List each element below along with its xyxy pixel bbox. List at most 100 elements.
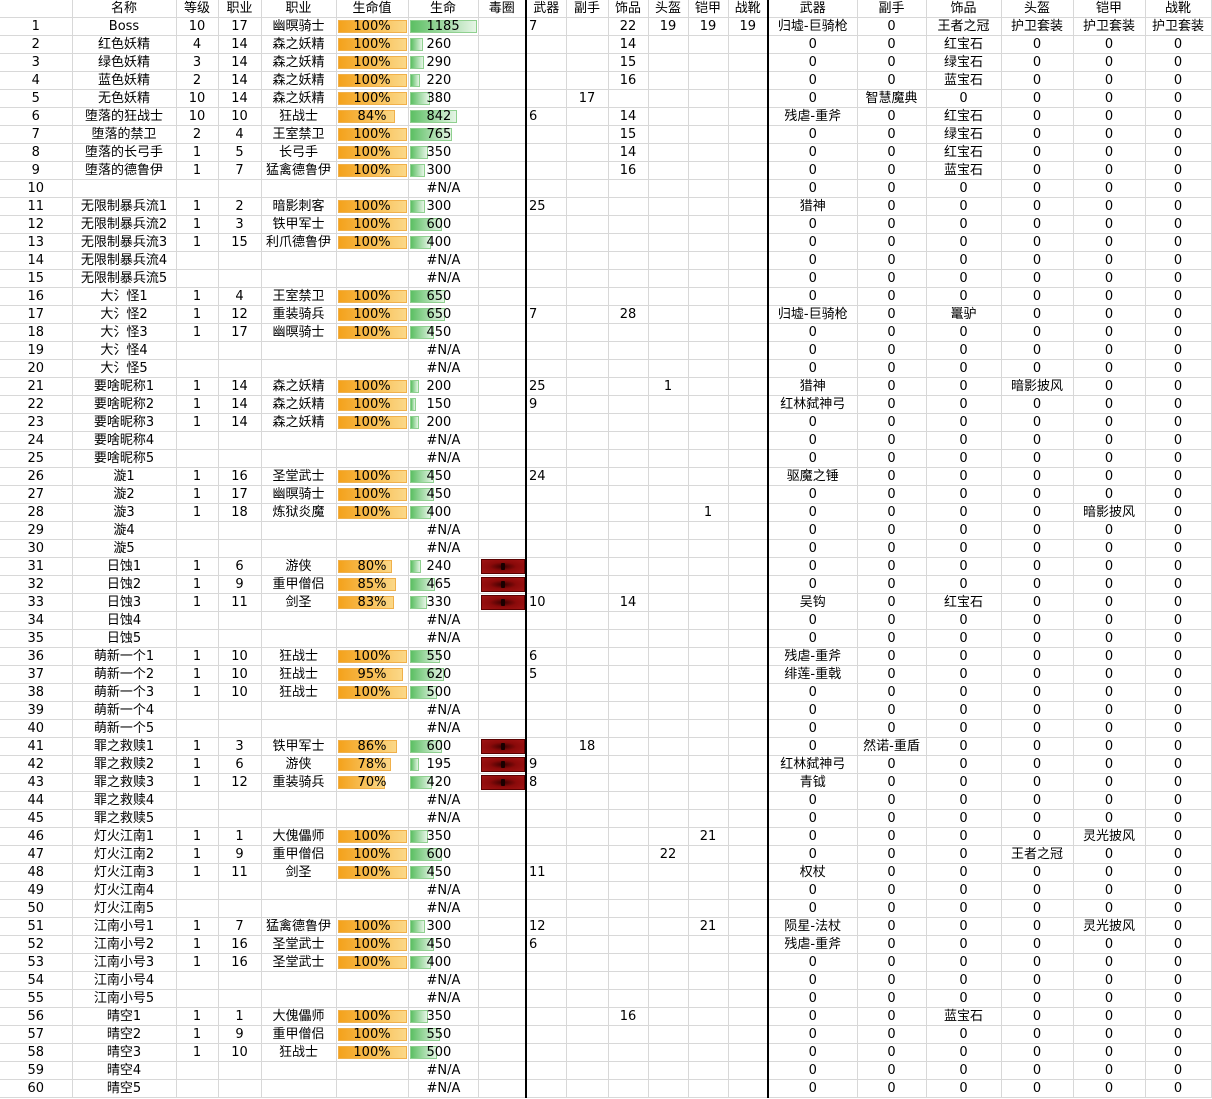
hp-percent-cell[interactable]: 100%: [336, 917, 409, 936]
weapon-id-cell[interactable]: [526, 809, 567, 828]
helmet-cell[interactable]: 0: [1001, 611, 1074, 630]
offhand-id-cell[interactable]: [566, 215, 609, 234]
poison-cell[interactable]: [478, 845, 527, 864]
helmet-cell[interactable]: 0: [1001, 701, 1074, 720]
poison-cell[interactable]: [478, 53, 527, 72]
accessory-cell[interactable]: 0: [926, 1061, 1002, 1080]
accessory-cell[interactable]: 0: [926, 341, 1002, 360]
boots-id-cell[interactable]: [728, 467, 769, 486]
row-number[interactable]: 2: [0, 35, 73, 54]
hp-percent-cell[interactable]: 100%: [336, 827, 409, 846]
helmet-id-cell[interactable]: 22: [648, 845, 689, 864]
helmet-id-cell[interactable]: [648, 863, 689, 882]
poison-cell[interactable]: [478, 35, 527, 54]
hp-percent-cell[interactable]: 100%: [336, 35, 409, 54]
boots-id-cell[interactable]: 19: [728, 17, 769, 36]
accessory-id-cell[interactable]: [608, 935, 649, 954]
helmet-id-cell[interactable]: [648, 1043, 689, 1062]
weapon-id-cell[interactable]: [526, 179, 567, 198]
class-cell[interactable]: 圣堂武士: [261, 953, 337, 972]
weapon-cell[interactable]: 驱魔之锤: [768, 467, 858, 486]
hp-cell[interactable]: #N/A: [408, 359, 479, 378]
armor-id-cell[interactable]: [688, 1079, 729, 1098]
boots-cell[interactable]: 0: [1145, 611, 1212, 630]
helmet-cell[interactable]: 0: [1001, 1061, 1074, 1080]
offhand-id-cell[interactable]: [566, 557, 609, 576]
class-cell[interactable]: 游侠: [261, 755, 337, 774]
offhand-cell[interactable]: 0: [857, 845, 927, 864]
row-number[interactable]: 32: [0, 575, 73, 594]
name-cell[interactable]: 要啥昵称4: [72, 431, 177, 450]
armor-id-cell[interactable]: [688, 953, 729, 972]
boots-cell[interactable]: 0: [1145, 89, 1212, 108]
boots-cell[interactable]: 0: [1145, 539, 1212, 558]
offhand-cell[interactable]: 0: [857, 809, 927, 828]
helmet-cell[interactable]: 0: [1001, 251, 1074, 270]
name-cell[interactable]: 日蚀5: [72, 629, 177, 648]
offhand-cell[interactable]: 0: [857, 1025, 927, 1044]
row-number[interactable]: 60: [0, 1079, 73, 1098]
helmet-id-cell[interactable]: [648, 773, 689, 792]
helmet-cell[interactable]: 0: [1001, 341, 1074, 360]
poison-cell[interactable]: [478, 269, 527, 288]
accessory-cell[interactable]: 0: [926, 665, 1002, 684]
hp-percent-cell[interactable]: 100%: [336, 467, 409, 486]
name-cell[interactable]: 漩4: [72, 521, 177, 540]
hp-cell[interactable]: #N/A: [408, 791, 479, 810]
name-cell[interactable]: 萌新一个4: [72, 701, 177, 720]
hp-percent-cell[interactable]: [336, 1079, 409, 1098]
class-id-cell[interactable]: 2: [218, 197, 262, 216]
helmet-id-cell[interactable]: [648, 53, 689, 72]
row-number[interactable]: 16: [0, 287, 73, 306]
armor-id-cell[interactable]: [688, 287, 729, 306]
armor-id-cell[interactable]: [688, 701, 729, 720]
helmet-cell[interactable]: 0: [1001, 953, 1074, 972]
header-armor[interactable]: 铠甲: [1073, 0, 1146, 18]
name-cell[interactable]: 灯火江南5: [72, 899, 177, 918]
name-cell[interactable]: 要啥昵称1: [72, 377, 177, 396]
boots-cell[interactable]: 0: [1145, 773, 1212, 792]
row-number[interactable]: 4: [0, 71, 73, 90]
level-cell[interactable]: 1: [176, 575, 219, 594]
offhand-id-cell[interactable]: [566, 233, 609, 252]
offhand-cell[interactable]: 0: [857, 863, 927, 882]
class-id-cell[interactable]: [218, 179, 262, 198]
helmet-cell[interactable]: 0: [1001, 71, 1074, 90]
helmet-cell[interactable]: 0: [1001, 575, 1074, 594]
weapon-cell[interactable]: 0: [768, 449, 858, 468]
class-cell[interactable]: 狂战士: [261, 107, 337, 126]
class-cell[interactable]: [261, 269, 337, 288]
name-cell[interactable]: 无限制暴兵流1: [72, 197, 177, 216]
offhand-cell[interactable]: 0: [857, 233, 927, 252]
level-cell[interactable]: 1: [176, 557, 219, 576]
accessory-cell[interactable]: 0: [926, 179, 1002, 198]
offhand-cell[interactable]: 0: [857, 683, 927, 702]
class-id-cell[interactable]: 1: [218, 1007, 262, 1026]
poison-cell[interactable]: [478, 881, 527, 900]
weapon-cell[interactable]: 青钺: [768, 773, 858, 792]
hp-percent-cell[interactable]: 100%: [336, 71, 409, 90]
offhand-id-cell[interactable]: [566, 935, 609, 954]
offhand-id-cell[interactable]: [566, 1025, 609, 1044]
hp-cell[interactable]: 400: [408, 233, 479, 252]
boots-cell[interactable]: 0: [1145, 935, 1212, 954]
class-cell[interactable]: 炼狱炎魔: [261, 503, 337, 522]
poison-cell[interactable]: [478, 1061, 527, 1080]
helmet-cell[interactable]: 0: [1001, 161, 1074, 180]
boots-cell[interactable]: 0: [1145, 863, 1212, 882]
weapon-id-cell[interactable]: [526, 269, 567, 288]
accessory-cell[interactable]: 0: [926, 611, 1002, 630]
offhand-id-cell[interactable]: [566, 467, 609, 486]
class-cell[interactable]: 狂战士: [261, 647, 337, 666]
accessory-cell[interactable]: 0: [926, 863, 1002, 882]
armor-cell[interactable]: 0: [1073, 323, 1146, 342]
helmet-id-cell[interactable]: [648, 431, 689, 450]
boots-cell[interactable]: 0: [1145, 1061, 1212, 1080]
helmet-id-cell[interactable]: [648, 305, 689, 324]
hp-cell[interactable]: 420: [408, 773, 479, 792]
class-cell[interactable]: [261, 521, 337, 540]
row-number[interactable]: 44: [0, 791, 73, 810]
level-cell[interactable]: [176, 971, 219, 990]
poison-cell[interactable]: [478, 611, 527, 630]
boots-id-cell[interactable]: [728, 737, 769, 756]
